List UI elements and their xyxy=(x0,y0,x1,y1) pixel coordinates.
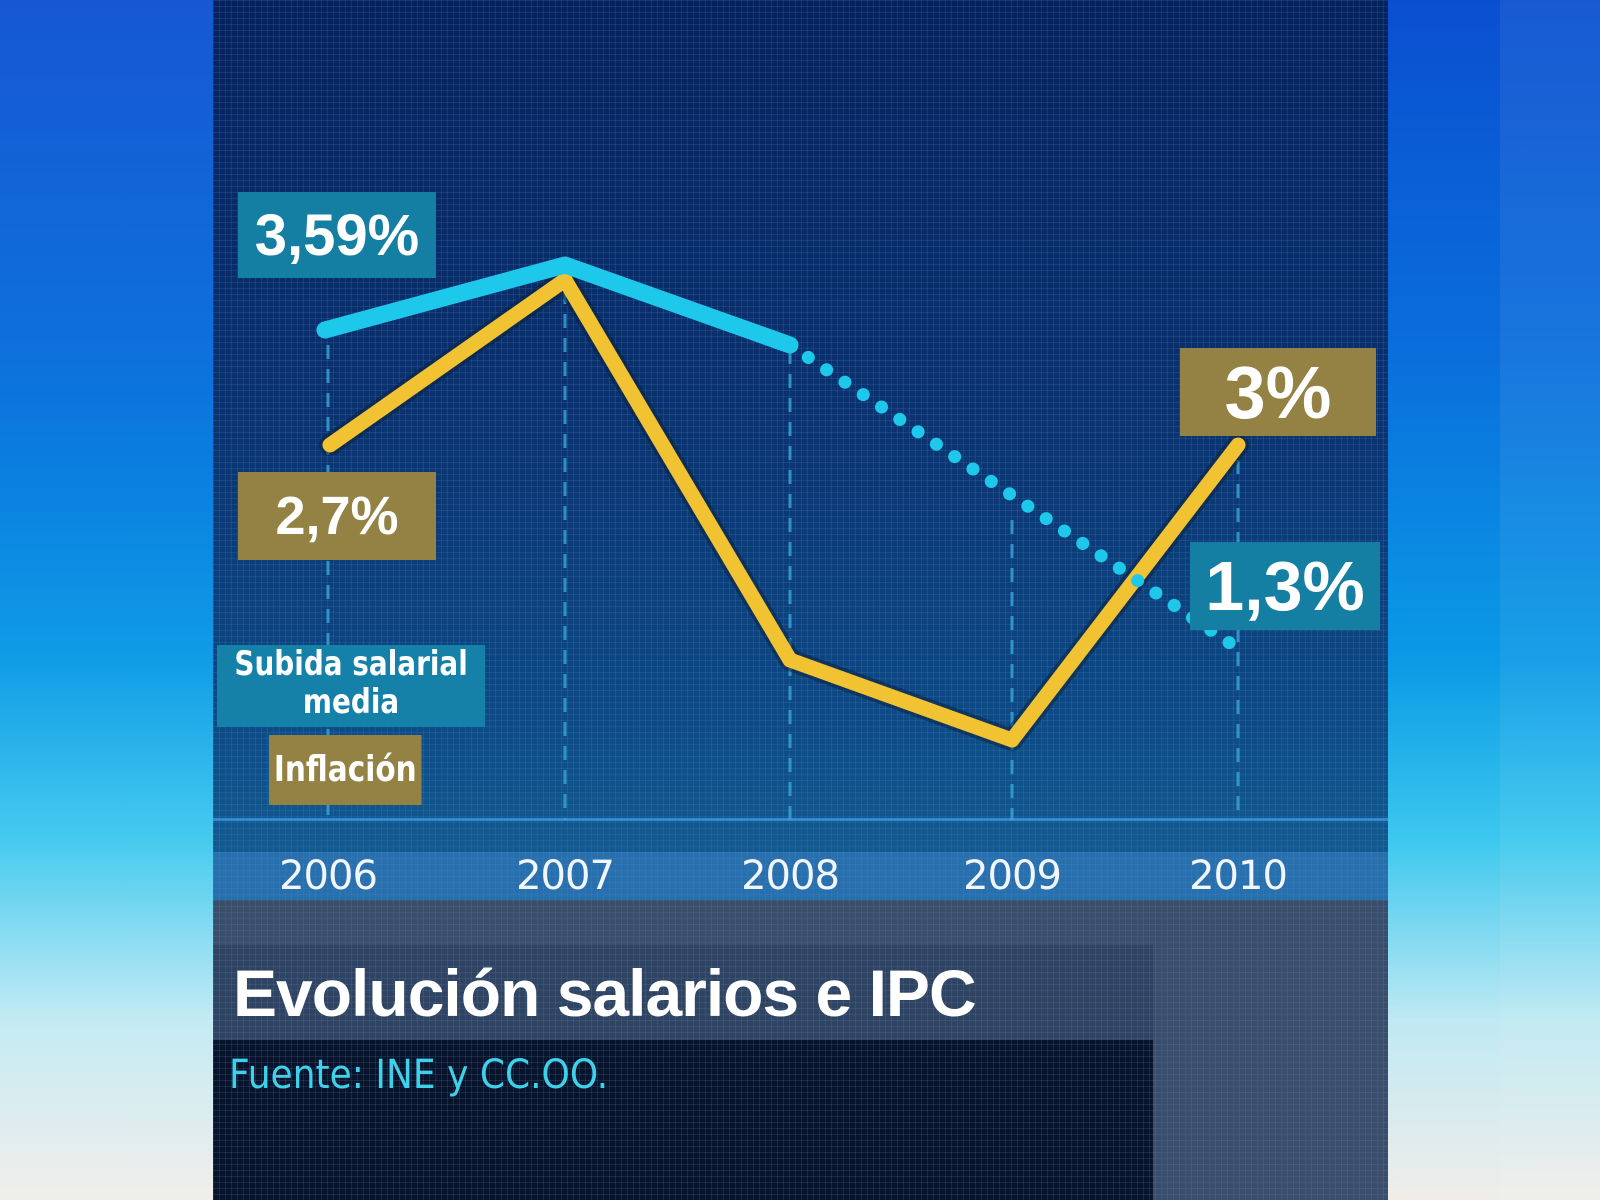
inflation-2010-text: 3% xyxy=(1224,350,1332,434)
x-tick-2007: 2007 xyxy=(516,853,615,899)
wage-line-dotted xyxy=(783,338,1247,657)
title-block xyxy=(213,945,1153,1040)
wage-2006-text: 3,59% xyxy=(254,202,420,268)
x-axis-band xyxy=(213,852,1388,900)
legend-inflation-text: Inflación xyxy=(273,749,417,790)
background-right xyxy=(1500,0,1600,1200)
inflation-2010-value: 3% xyxy=(1180,348,1376,436)
chart-title: Evolución salarios e IPC xyxy=(233,956,977,1030)
source-block xyxy=(213,1040,1153,1200)
legend-wage-line1: Subida salarial xyxy=(234,644,468,684)
chart-panel: 3,59% 2,7% 3% 1,3% Subida salarial media… xyxy=(213,0,1388,1200)
inflation-2006-value: 2,7% xyxy=(238,472,436,560)
wage-2006-value: 3,59% xyxy=(238,192,436,278)
legend-inflation: Inflación xyxy=(269,735,422,805)
background-left xyxy=(0,0,213,1200)
x-tick-2006: 2006 xyxy=(279,853,378,899)
inflation-line-stroke xyxy=(322,272,1246,748)
wage-2010-value: 1,3% xyxy=(1190,542,1380,630)
line-chart xyxy=(316,256,1249,820)
wage-2010-text: 1,3% xyxy=(1205,547,1365,625)
legend-wage-growth: Subida salarial media xyxy=(217,644,486,727)
x-tick-2009: 2009 xyxy=(963,853,1062,899)
chart-source: Fuente: INE y CC.OO. xyxy=(229,1052,609,1098)
wage-line-solid xyxy=(316,256,799,354)
x-tick-2010: 2010 xyxy=(1189,853,1288,899)
x-tick-2008: 2008 xyxy=(741,853,840,899)
inflation-2006-text: 2,7% xyxy=(275,486,399,546)
x-axis-baseline xyxy=(213,818,1388,821)
legend-wage-line2: media xyxy=(302,682,400,722)
